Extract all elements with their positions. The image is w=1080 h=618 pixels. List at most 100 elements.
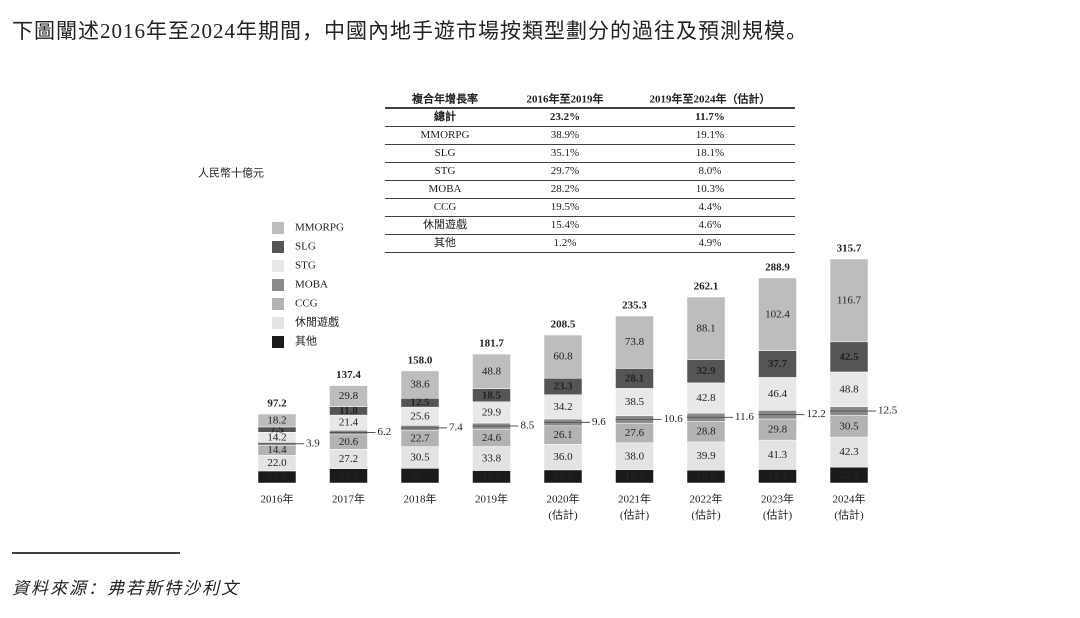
unit-label: 人民幣十億元 [198,166,264,180]
bar-segment [686,382,726,414]
table-cell: 38.9% [551,129,579,141]
legend-swatch [272,298,284,310]
bar-segment [615,388,654,416]
bar-segment [543,334,583,379]
data-label: 23.3 [553,380,573,392]
data-label: 21.4 [339,417,359,429]
x-tick-label: 2019年 [475,492,508,506]
bar-segment [615,442,654,470]
table-cell: 8.0% [699,165,722,177]
data-label: 30.5 [839,420,859,432]
chart-title: 下圖闡述2016年至2024年期間，中國內地手遊市場按類型劃分的過往及預測規模。 [12,19,808,43]
bar-segment [400,370,440,399]
legend-label: STG [295,260,316,272]
total-label: 97.2 [267,398,287,410]
table-cell: 29.7% [551,165,579,177]
data-label: 26.1 [553,429,572,441]
data-label: 38.0 [625,450,645,462]
bar-segment [829,371,869,407]
legend-label: 休閒遊戲 [295,315,339,329]
bar-segment [257,413,297,428]
data-label: 42.5 [839,351,859,363]
data-label: 33.8 [482,453,502,465]
data-label: 28.1 [625,372,644,384]
data-label: 18.5 [553,470,573,482]
table-cell: 18.1% [696,147,724,159]
data-label: 18.0 [696,471,716,483]
bar-segment [829,436,869,468]
x-tick-label: 2022年 [690,492,723,506]
x-tick-label: 2024年 [833,492,866,506]
table-cell: 35.1% [551,147,579,159]
data-label: 22.7 [410,433,430,445]
data-label: 10.6 [664,413,684,425]
total-label: 158.0 [408,354,433,366]
bar-segment [758,439,797,470]
bar-segment [686,441,726,471]
data-label: 22.4 [839,469,859,481]
bar-segment [686,296,726,360]
legend-swatch [272,279,284,291]
x-tick-label: 2018年 [404,492,437,506]
data-label: 48.8 [482,365,502,377]
data-label: 20.7 [410,470,430,482]
data-label: 37.7 [768,358,788,370]
data-label: 18.5 [482,389,502,401]
x-tick-label: 2021年 [618,492,651,506]
table-cell: 4.9% [699,237,722,249]
data-label: 29.8 [339,390,359,402]
legend-label: MOBA [295,279,328,291]
data-label: 14.4 [267,444,287,456]
x-tick-note: (估計) [834,508,864,522]
data-label: 116.7 [837,294,862,306]
data-label: 3.9 [306,437,320,449]
legend-label: CCG [295,298,318,310]
x-tick-label: 2023年 [761,492,794,506]
data-label: 7.4 [449,421,463,433]
legend-label: SLG [295,241,316,253]
data-label: 11.6 [735,411,754,423]
data-label: 42.8 [696,392,716,404]
data-label: 36.0 [553,451,573,463]
data-label: 8.5 [521,420,535,432]
data-label: 38.6 [410,379,430,391]
table-header: 2019年至2024年（估計） [650,92,771,106]
table-cell: 19.5% [551,201,579,213]
legend-label: MMORPG [295,222,344,234]
data-label: 102.4 [765,308,790,320]
bar-segment [472,353,511,389]
table-header: 2016年至2019年 [527,92,604,106]
data-label: 28.8 [696,426,716,438]
data-label: 19.1 [768,470,787,482]
bar-segment [829,258,869,343]
table-cell: 11.7% [695,111,725,123]
data-label: 24.6 [482,432,502,444]
data-label: 12.5 [410,397,430,409]
data-label: 48.8 [839,383,859,395]
table-cell: CCG [434,201,457,213]
data-label: 38.5 [625,396,645,408]
table-cell: 4.4% [699,201,722,213]
table-cell: 總計 [434,109,456,123]
data-label: 12.5 [878,405,898,417]
x-tick-label: 2020年 [547,492,580,506]
data-label: 25.6 [410,410,430,422]
total-label: 235.3 [622,300,647,312]
legend-swatch [272,336,284,348]
data-label: 32.9 [696,365,716,377]
bar-segment [543,394,583,420]
data-label: 12.2 [807,408,826,420]
total-label: 208.5 [551,319,576,331]
x-tick-note: (估計) [763,508,793,522]
bar-segment [329,385,368,407]
bar-segment [615,315,654,369]
legend-swatch [272,317,284,329]
table-cell: 其他 [434,236,456,249]
table-cell: 23.2% [550,111,580,123]
data-label: 73.8 [625,336,645,348]
data-label: 18.2 [267,415,286,427]
table-cell: 10.3% [696,183,724,195]
x-tick-label: 2017年 [332,492,365,506]
data-label: 11.8 [339,405,358,417]
